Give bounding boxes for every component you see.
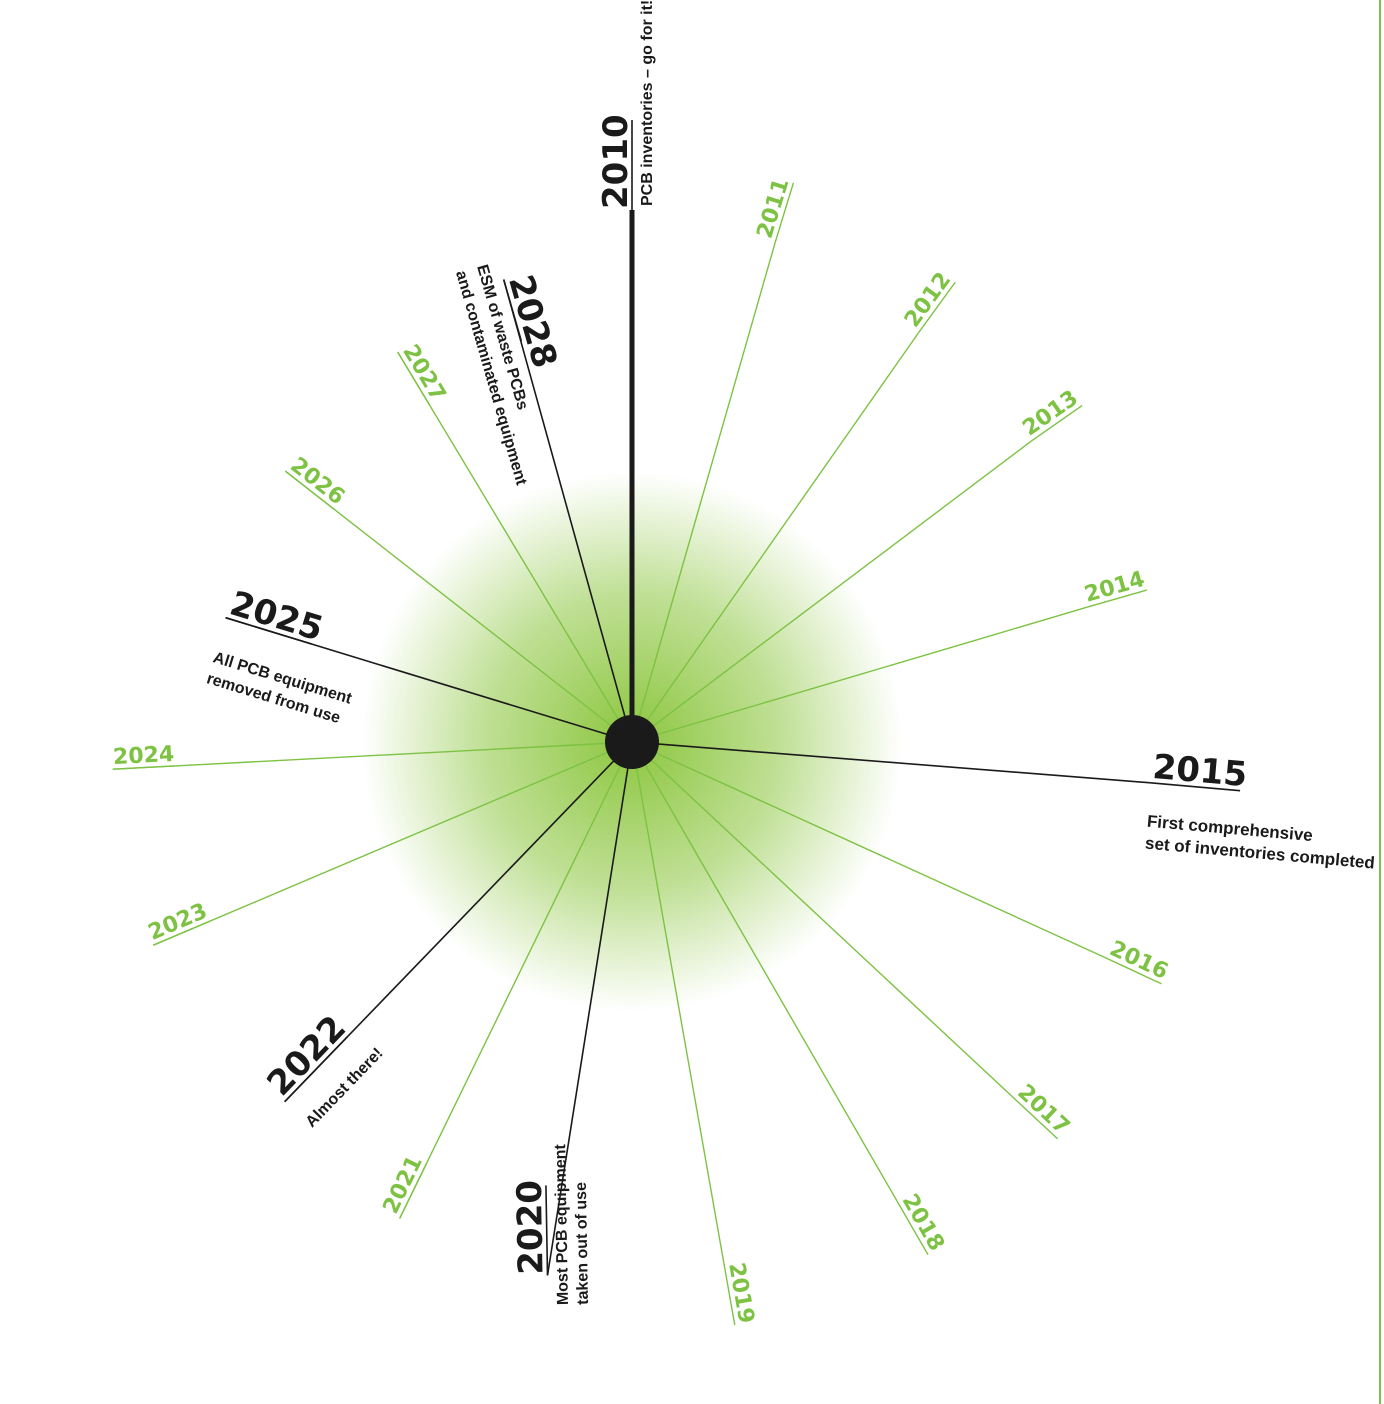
year-label-2013: 2013 <box>1018 386 1082 442</box>
label-group-2011: 2011 <box>753 176 795 243</box>
tick-2028 <box>502 279 523 342</box>
year-label-2014: 2014 <box>1082 567 1148 608</box>
year-label-2024: 2024 <box>112 742 174 770</box>
label-group-2027: 2027 <box>397 340 450 406</box>
year-label-2016: 2016 <box>1106 936 1172 985</box>
year-label-2020: 2020 <box>510 1180 552 1275</box>
label-group-2026: 2026 <box>284 453 349 510</box>
spoke-2024 <box>112 741 633 770</box>
label-group-2018: 2018 <box>896 1190 949 1256</box>
year-label-2023: 2023 <box>145 899 211 946</box>
tick-2014 <box>1087 589 1148 608</box>
year-label-2010: 2010 <box>596 114 636 209</box>
year-label-2015: 2015 <box>1151 747 1249 795</box>
label-group-2023: 2023 <box>145 899 211 946</box>
tick-2011 <box>774 182 795 243</box>
spoke-2011 <box>631 241 776 743</box>
tick-2019 <box>723 1263 736 1326</box>
label-group-2012: 2012 <box>900 268 956 333</box>
spoke-2013 <box>631 440 1032 743</box>
label-group-2024: 2024 <box>112 742 175 770</box>
tick-2017 <box>1011 1096 1059 1140</box>
year-label-2011: 2011 <box>753 176 795 242</box>
spoke-2017 <box>631 741 1013 1098</box>
tick-2021 <box>399 1162 428 1219</box>
spoke-2020 <box>546 741 633 1276</box>
year-label-2027: 2027 <box>397 340 450 405</box>
spoke-2016 <box>631 741 1106 959</box>
tick-2026 <box>284 470 335 510</box>
tick-2012 <box>918 281 956 333</box>
spoke-2027 <box>397 351 633 743</box>
year-label-2019: 2019 <box>723 1261 758 1326</box>
annotation-2020-1: Most PCB equipment <box>552 1143 572 1305</box>
year-label-2021: 2021 <box>379 1152 428 1218</box>
tick-2020 <box>545 1185 549 1276</box>
tick-2023 <box>153 920 211 946</box>
year-label-2025: 2025 <box>225 584 327 650</box>
tick-2024 <box>112 765 175 770</box>
label-group-2019: 2019 <box>723 1261 758 1326</box>
spoke-2018 <box>631 741 898 1202</box>
tick-2025 <box>225 616 312 645</box>
tick-2015 <box>1150 782 1241 792</box>
tick-2013 <box>1030 404 1083 442</box>
hub-dot <box>605 715 659 769</box>
spoke-2012 <box>631 331 920 743</box>
spoke-2028 <box>502 279 633 743</box>
annotation-2010-1: PCB inventories – go for it! <box>639 0 656 206</box>
label-group-2017: 2017 <box>1011 1080 1074 1140</box>
tick-2018 <box>896 1200 929 1256</box>
label-group-2014: 2014 <box>1082 567 1148 608</box>
label-group-2020: 2020 Most PCB equipment taken out of use <box>510 1143 592 1305</box>
spoke-2026 <box>284 470 633 743</box>
year-label-2018: 2018 <box>897 1190 949 1256</box>
year-label-2026: 2026 <box>285 453 349 510</box>
label-group-2016: 2016 <box>1104 936 1172 985</box>
label-group-2013: 2013 <box>1018 386 1083 442</box>
spoke-2014 <box>631 606 1088 743</box>
spoke-2021 <box>399 741 633 1219</box>
tick-2022 <box>284 1036 348 1103</box>
right-edge-border <box>1379 0 1381 1404</box>
spoke-2019 <box>631 741 725 1265</box>
year-label-2012: 2012 <box>900 268 956 332</box>
tick-2016 <box>1104 956 1162 985</box>
label-group-2021: 2021 <box>379 1152 428 1219</box>
tick-2027 <box>397 351 431 406</box>
spoke-2015 <box>631 741 1151 784</box>
year-label-2017: 2017 <box>1012 1080 1074 1140</box>
spoke-2023 <box>153 741 633 946</box>
annotation-2020-2: taken out of use <box>573 1182 592 1305</box>
label-group-2010: 2010 PCB inventories – go for it! <box>596 0 656 210</box>
